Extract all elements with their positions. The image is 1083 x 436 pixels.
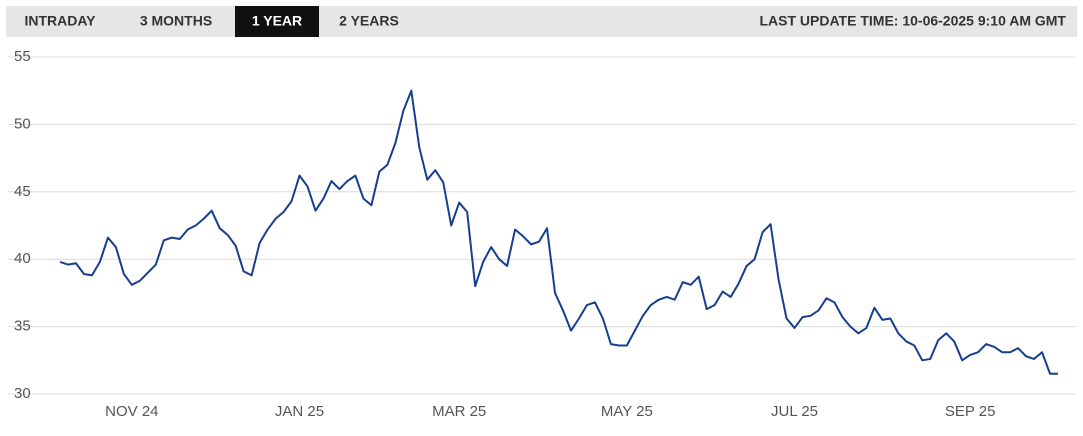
x-tick-label: MAR 25 — [432, 403, 486, 420]
header-bar — [6, 6, 1077, 37]
x-tick-label: NOV 24 — [105, 403, 158, 420]
y-tick-label: 50 — [14, 115, 31, 132]
x-tick-label: MAY 25 — [601, 403, 653, 420]
last-update: LAST UPDATE TIME: 10-06-2025 9:10 AM GMT — [759, 13, 1066, 29]
y-tick-label: 35 — [14, 318, 31, 335]
tab[interactable]: INTRADAY — [24, 13, 96, 29]
y-tick-label: 40 — [14, 250, 31, 267]
tab[interactable]: 3 MONTHS — [140, 13, 212, 29]
active-tab-bg — [235, 6, 319, 37]
price-line — [59, 89, 1058, 375]
x-tick-label: SEP 25 — [945, 403, 996, 420]
x-tick-label: JUL 25 — [771, 403, 818, 420]
x-tick-label: JAN 25 — [275, 403, 324, 420]
y-tick-label: 55 — [14, 48, 31, 65]
tab[interactable]: 2 YEARS — [339, 13, 399, 29]
y-tick-label: 30 — [14, 385, 31, 402]
y-tick-label: 45 — [14, 183, 31, 200]
tab-active[interactable]: 1 YEAR — [252, 13, 302, 29]
